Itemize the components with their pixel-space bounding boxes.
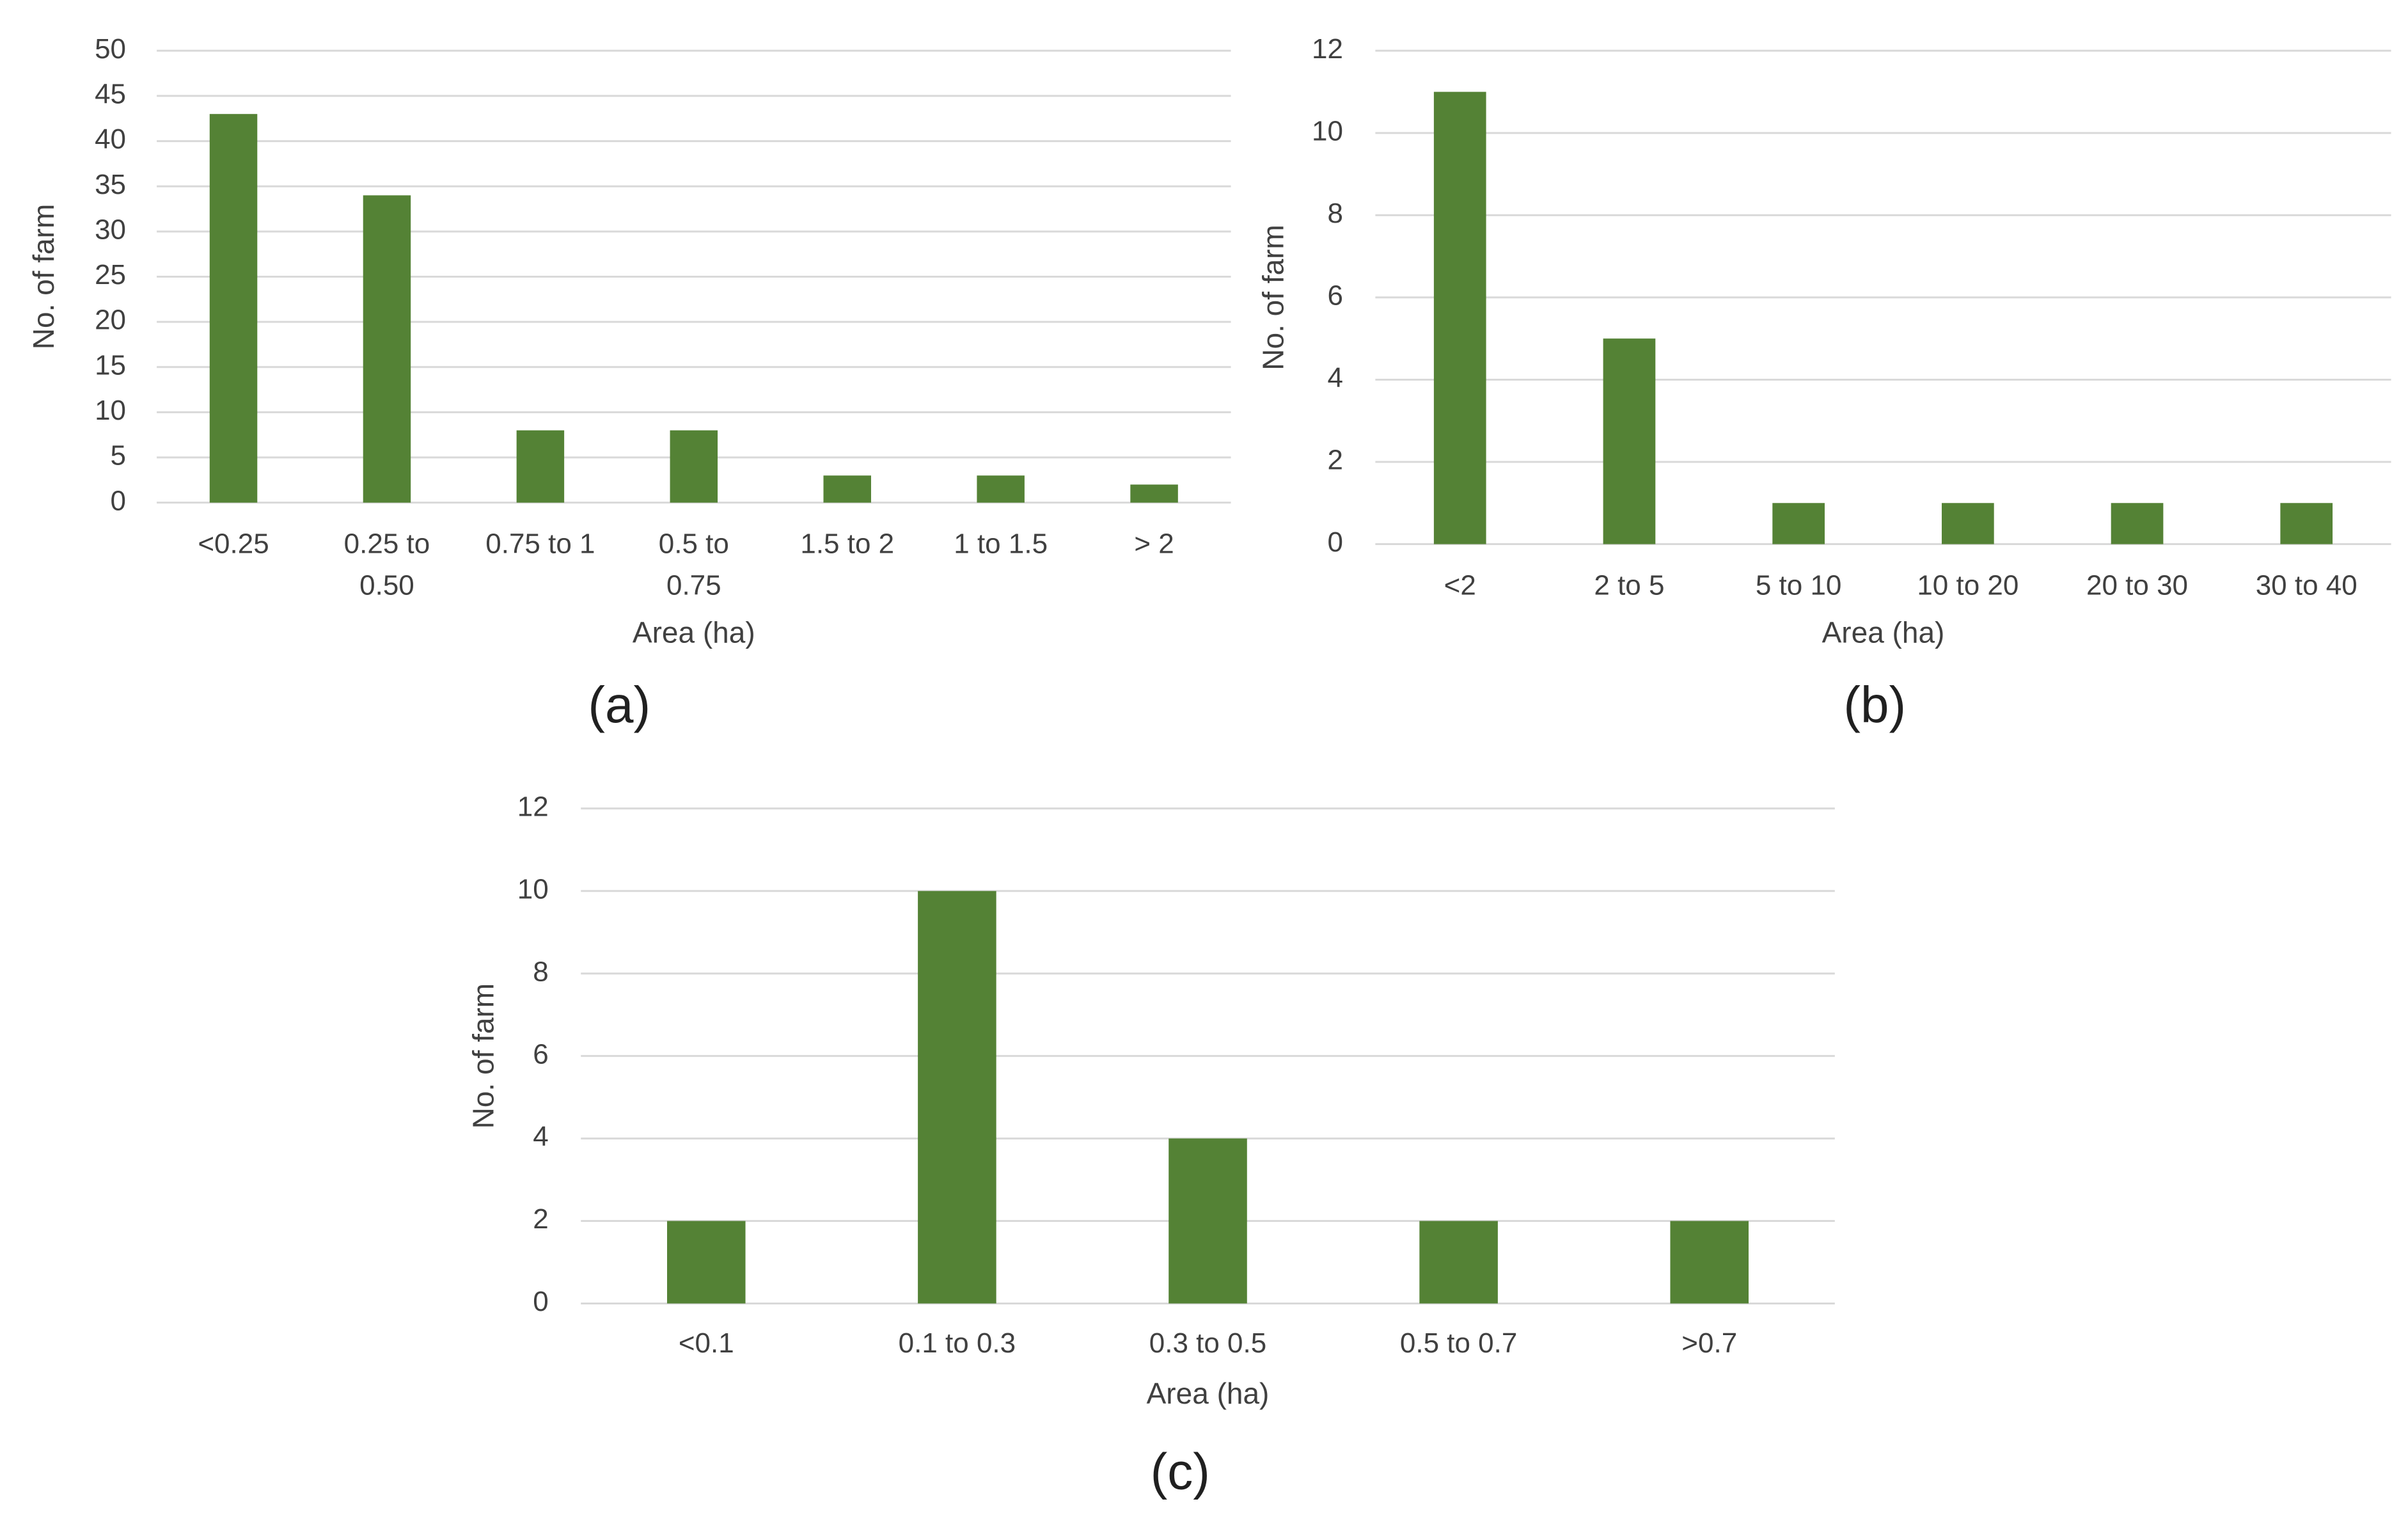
bar-2 to 5 — [1603, 338, 1656, 544]
chart-panel-a: 0 5 10 15 20 25 30 35 40 45 50 <0.25 0.25 to 0.50 0.75… — [27, 33, 1231, 733]
x-tick-label: 30 to 40 — [2256, 569, 2357, 601]
x-tick-label: 0.75 to 1 — [485, 528, 595, 560]
x-tick-label: 20 to 30 — [2086, 569, 2188, 601]
y-tick-label: 2 — [533, 1203, 548, 1235]
y-tick-label: 10 — [1312, 115, 1343, 147]
y-tick-label: 10 — [517, 873, 549, 905]
panel-caption: (a) — [588, 676, 650, 733]
y-axis-label: No. of farm — [1256, 225, 1289, 370]
x-tick-label: 0.3 to 0.5 — [1149, 1327, 1266, 1359]
x-axis-label: Area (ha) — [1822, 615, 1945, 649]
y-tick-label: 0 — [1327, 527, 1342, 558]
panel-caption: (b) — [1843, 676, 1906, 733]
x-tick-label: > 2 — [1134, 528, 1174, 560]
y-tick-label: 40 — [95, 123, 126, 155]
y-tick-label: 8 — [1327, 198, 1342, 229]
y-tick-label: 45 — [95, 79, 126, 110]
y-tick-label: 25 — [95, 259, 126, 290]
y-axis-label: No. of farm — [466, 983, 500, 1129]
y-axis-label: No. of farm — [27, 204, 60, 350]
panel-caption: (c) — [1151, 1443, 1210, 1500]
bar-5 to 10 — [1772, 503, 1825, 544]
bar-0.5 to 0.75 — [670, 430, 718, 503]
y-tick-label: 4 — [1327, 362, 1342, 393]
x-tick-label: 10 to 20 — [1917, 569, 2018, 601]
x-axis-label: Area (ha) — [633, 615, 755, 649]
y-tick-label: 12 — [517, 791, 549, 822]
chart-panel-c: 0 2 4 6 8 10 12 <0.1 0.1 to 0.3 0.3 to 0.5 0.5 to … — [466, 791, 1835, 1500]
y-tick-label: 35 — [95, 169, 126, 200]
bar->0.7 — [1670, 1221, 1749, 1304]
x-tick-label: 0.25 to — [344, 528, 430, 560]
bar-10 to 20 — [1941, 503, 1994, 544]
x-tick-label: 0.75 — [666, 569, 721, 601]
y-tick-label: 2 — [1327, 445, 1342, 476]
y-tick-label: 0 — [111, 485, 126, 516]
y-tick-label: 4 — [533, 1121, 548, 1152]
bar-1.5 to 2 — [823, 475, 871, 503]
x-tick-label: 1.5 to 2 — [800, 528, 894, 560]
bar-0.1 to 0.3 — [918, 891, 996, 1304]
y-tick-label: 8 — [533, 956, 548, 987]
x-tick-label: <2 — [1444, 569, 1476, 601]
x-tick-label: 5 to 10 — [1756, 569, 1842, 601]
y-tick-label: 0 — [533, 1286, 548, 1317]
x-tick-label: 0.5 to 0.7 — [1400, 1327, 1517, 1359]
bar-0.3 to 0.5 — [1169, 1138, 1247, 1304]
y-tick-label: 10 — [95, 395, 126, 426]
y-tick-label: 50 — [95, 33, 126, 65]
x-tick-label: >0.7 — [1681, 1327, 1737, 1359]
bar-20 to 30 — [2111, 503, 2164, 544]
bar-0.25 to 0.50 — [363, 195, 411, 503]
bar-30 to 40 — [2280, 503, 2333, 544]
bar-> 2 — [1130, 484, 1178, 503]
x-tick-label: <0.25 — [198, 528, 269, 560]
x-axis-label: Area (ha) — [1147, 1377, 1270, 1410]
bar-1 to 1.5 — [977, 475, 1025, 503]
y-tick-label: 12 — [1312, 33, 1343, 65]
bar-<0.1 — [667, 1221, 746, 1304]
chart-panel-b: 0 2 4 6 8 10 12 <2 2 to 5 5 to 10 10 to 20 20 to 30… — [1256, 33, 2391, 733]
x-tick-label: 2 to 5 — [1594, 569, 1664, 601]
y-tick-label: 6 — [1327, 280, 1342, 312]
y-tick-label: 15 — [95, 349, 126, 381]
y-tick-label: 5 — [111, 440, 126, 471]
bar-<0.25 — [209, 114, 258, 503]
y-tick-label: 30 — [95, 214, 126, 245]
y-tick-label: 6 — [533, 1038, 548, 1070]
x-tick-label: <0.1 — [679, 1327, 734, 1359]
x-tick-label: 1 to 1.5 — [954, 528, 1048, 560]
x-tick-label: 0.1 to 0.3 — [899, 1327, 1016, 1359]
bar-<2 — [1433, 91, 1486, 544]
y-tick-label: 20 — [95, 305, 126, 336]
x-tick-label: 0.50 — [359, 569, 414, 601]
bar-0.75 to 1 — [516, 430, 565, 503]
x-tick-label: 0.5 to — [659, 528, 729, 560]
bar-0.5 to 0.7 — [1419, 1221, 1498, 1304]
